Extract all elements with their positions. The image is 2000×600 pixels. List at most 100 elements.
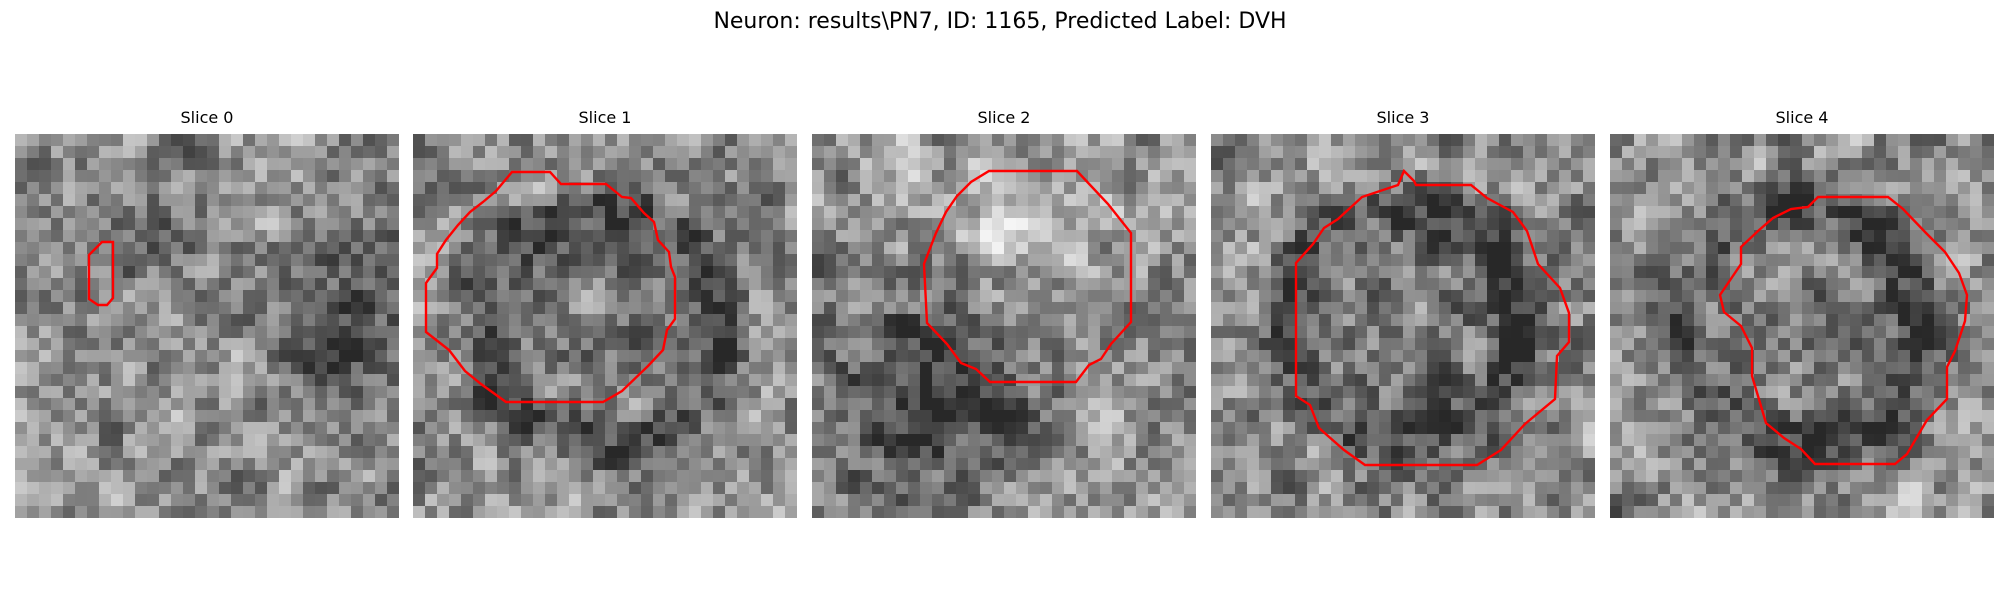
- pixel-cell: [1295, 422, 1308, 435]
- pixel-cell: [956, 146, 969, 159]
- pixel-cell: [605, 242, 618, 255]
- pixel-cell: [713, 506, 726, 518]
- pixel-cell: [737, 458, 750, 471]
- pixel-cell: [1934, 266, 1947, 279]
- pixel-cell: [872, 290, 885, 303]
- pixel-cell: [1634, 206, 1647, 219]
- pixel-cell: [1754, 422, 1767, 435]
- pixel-cell: [689, 206, 702, 219]
- pixel-cell: [944, 146, 957, 159]
- pixel-cell: [1790, 350, 1803, 363]
- pixel-cell: [1283, 158, 1296, 171]
- pixel-cell: [956, 458, 969, 471]
- pixel-cell: [1439, 326, 1452, 339]
- pixel-cell: [267, 302, 280, 315]
- pixel-cell: [1571, 350, 1584, 363]
- pixel-cell: [605, 266, 618, 279]
- pixel-cell: [1028, 410, 1041, 423]
- pixel-cell: [701, 410, 714, 423]
- pixel-cell: [872, 458, 885, 471]
- pixel-cell: [183, 410, 196, 423]
- pixel-cell: [1259, 386, 1272, 399]
- pixel-cell: [1064, 470, 1077, 483]
- pixel-cell: [99, 434, 112, 447]
- pixel-cell: [1559, 254, 1572, 267]
- pixel-cell: [908, 506, 921, 518]
- pixel-cell: [1136, 182, 1149, 195]
- pixel-cell: [1838, 386, 1851, 399]
- pixel-cell: [1223, 134, 1236, 147]
- pixel-cell: [521, 338, 534, 351]
- pixel-cell: [1463, 134, 1476, 147]
- pixel-cell: [375, 266, 388, 279]
- pixel-cell: [1427, 326, 1440, 339]
- pixel-cell: [363, 506, 376, 518]
- pixel-cell: [1670, 338, 1683, 351]
- pixel-cell: [15, 326, 28, 339]
- pixel-cell: [1583, 398, 1595, 411]
- pixel-cell: [785, 374, 797, 387]
- pixel-cell: [932, 170, 945, 183]
- pixel-cell: [872, 302, 885, 315]
- pixel-cell: [1343, 146, 1356, 159]
- pixel-cell: [1004, 398, 1017, 411]
- pixel-cell: [569, 470, 582, 483]
- pixel-cell: [1379, 506, 1392, 518]
- pixel-cell: [1004, 350, 1017, 363]
- pixel-cell: [1439, 482, 1452, 495]
- pixel-cell: [1610, 290, 1623, 303]
- pixel-cell: [15, 338, 28, 351]
- pixel-cell: [1040, 374, 1053, 387]
- pixel-cell: [701, 290, 714, 303]
- pixel-cell: [956, 158, 969, 171]
- pixel-cell: [195, 494, 208, 507]
- pixel-cell: [1523, 134, 1536, 147]
- pixel-cell: [51, 230, 64, 243]
- pixel-cell: [848, 158, 861, 171]
- pixel-cell: [1634, 242, 1647, 255]
- pixel-cell: [1706, 182, 1719, 195]
- pixel-cell: [207, 398, 220, 411]
- pixel-cell: [63, 278, 76, 291]
- pixel-cell: [1766, 254, 1779, 267]
- pixel-cell: [1742, 206, 1755, 219]
- pixel-cell: [171, 206, 184, 219]
- pixel-cell: [896, 338, 909, 351]
- pixel-cell: [1367, 494, 1380, 507]
- pixel-cell: [1391, 194, 1404, 207]
- pixel-cell: [1148, 398, 1161, 411]
- pixel-cell: [339, 218, 352, 231]
- pixel-cell: [908, 398, 921, 411]
- pixel-cell: [1622, 266, 1635, 279]
- pixel-cell: [449, 398, 462, 411]
- pixel-cell: [1148, 146, 1161, 159]
- pixel-cell: [1511, 506, 1524, 518]
- pixel-cell: [1211, 482, 1224, 495]
- pixel-cell: [1004, 170, 1017, 183]
- pixel-cell: [1463, 410, 1476, 423]
- pixel-cell: [1223, 470, 1236, 483]
- pixel-cell: [1622, 350, 1635, 363]
- pixel-cell: [1718, 194, 1731, 207]
- pixel-cell: [437, 158, 450, 171]
- pixel-cell: [1148, 446, 1161, 459]
- pixel-cell: [1319, 362, 1332, 375]
- pixel-cell: [773, 422, 786, 435]
- pixel-cell: [63, 386, 76, 399]
- pixel-cell: [785, 302, 797, 315]
- pixel-cell: [980, 302, 993, 315]
- pixel-cell: [363, 482, 376, 495]
- pixel-cell: [1547, 470, 1560, 483]
- pixel-cell: [1112, 434, 1125, 447]
- pixel-cell: [497, 314, 510, 327]
- pixel-cell: [231, 374, 244, 387]
- pixel-cell: [1535, 242, 1548, 255]
- pixel-cell: [773, 494, 786, 507]
- pixel-cell: [701, 218, 714, 231]
- pixel-cell: [1583, 482, 1595, 495]
- pixel-cell: [339, 374, 352, 387]
- pixel-cell: [701, 470, 714, 483]
- pixel-cell: [569, 422, 582, 435]
- pixel-cell: [521, 206, 534, 219]
- pixel-cell: [1742, 266, 1755, 279]
